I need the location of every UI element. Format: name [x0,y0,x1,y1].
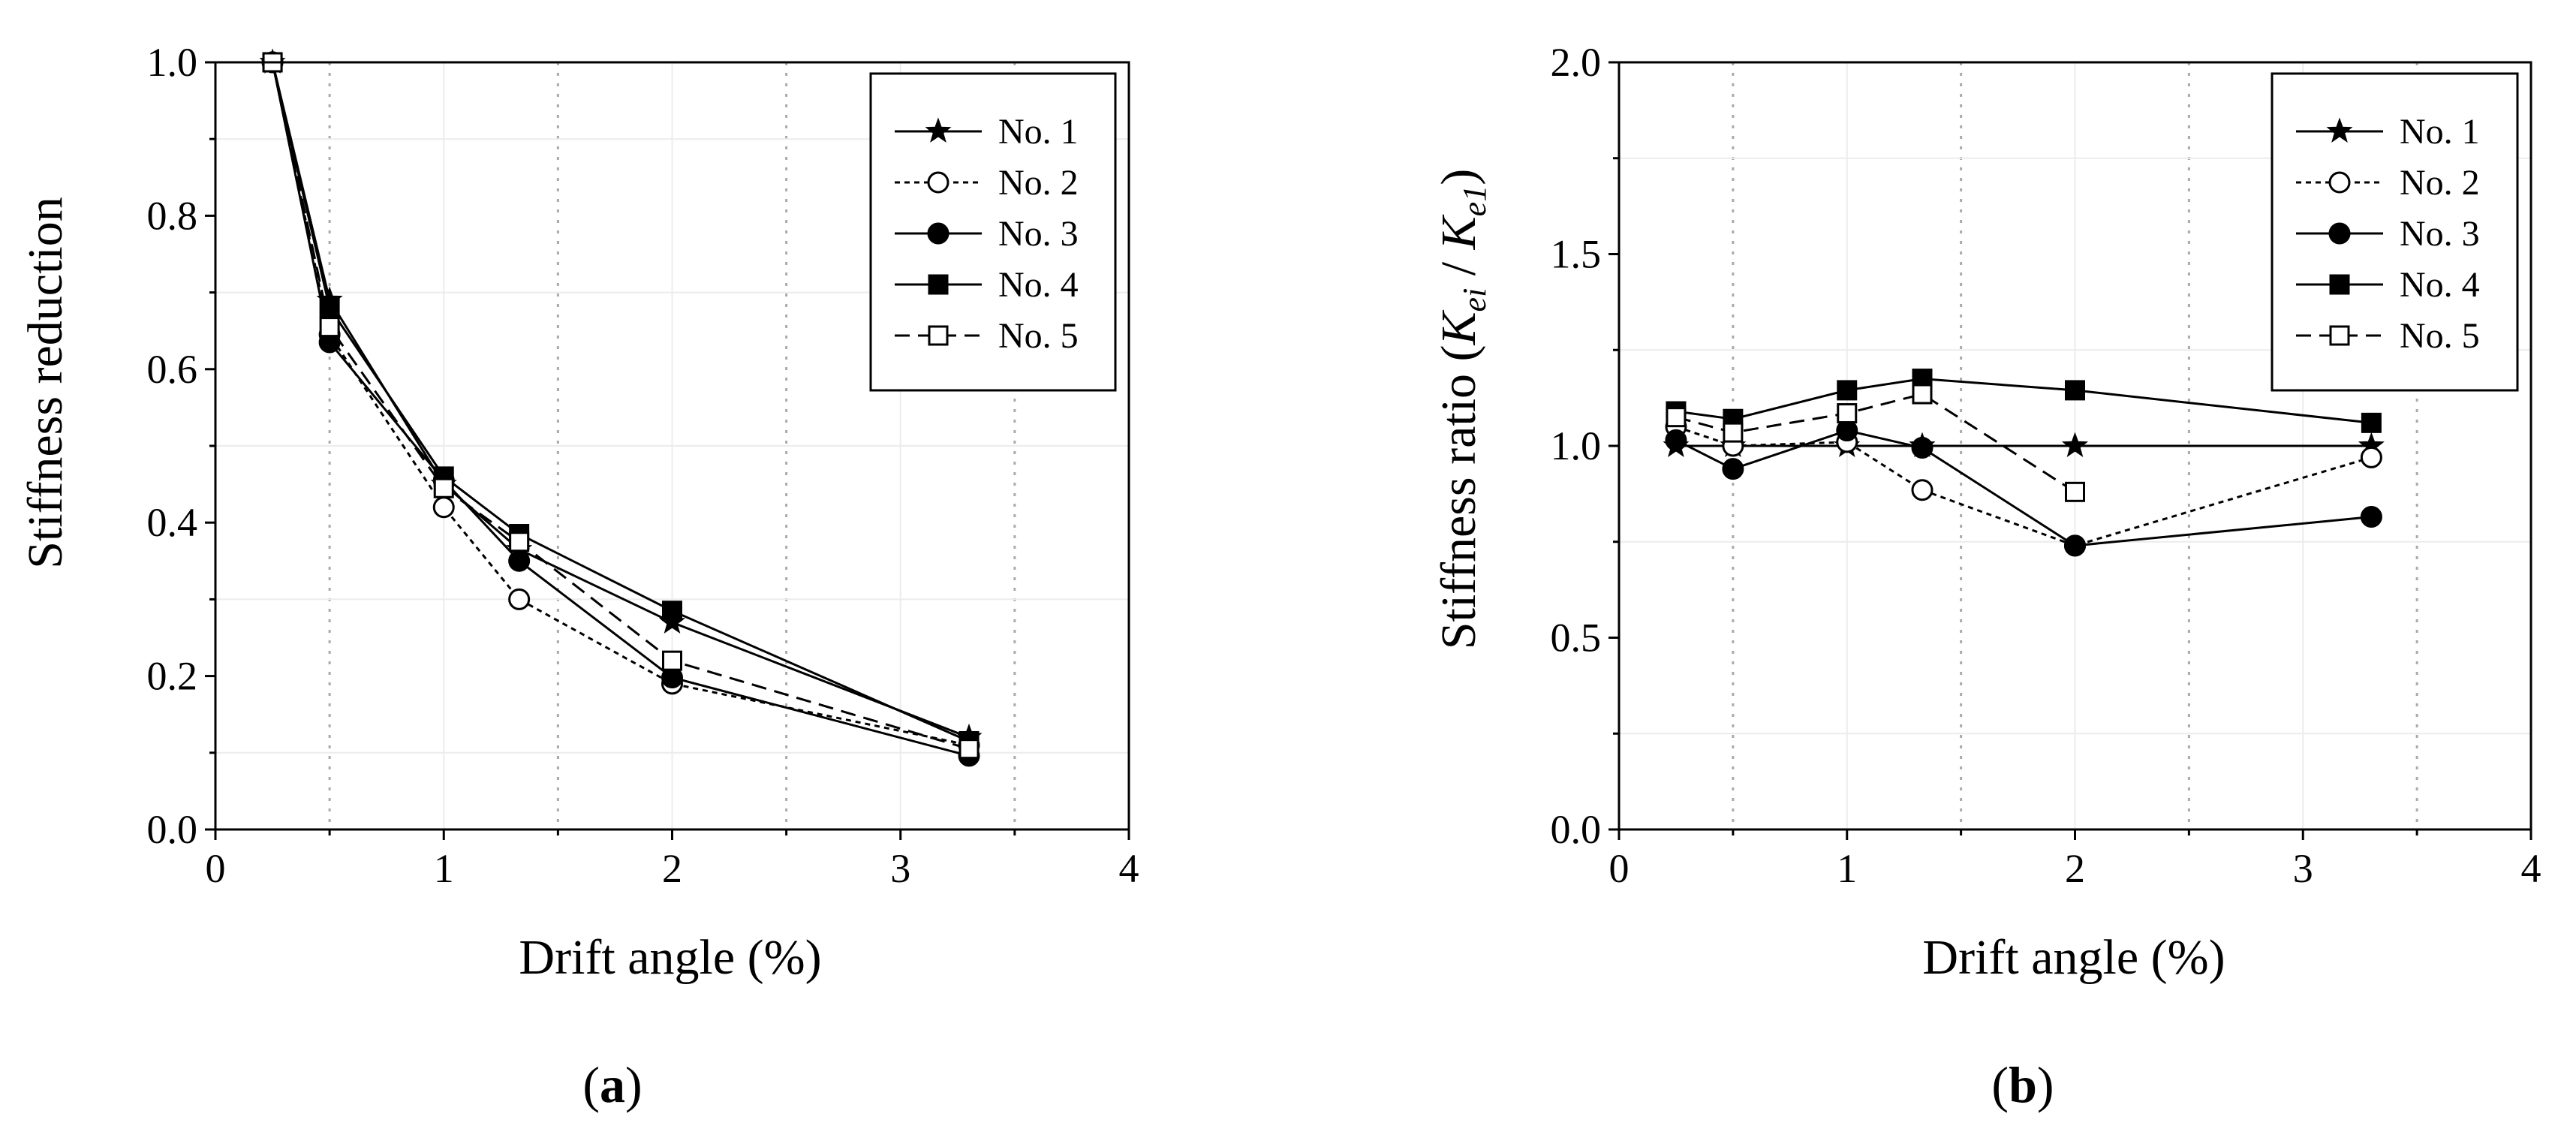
legend-marker [2329,274,2350,295]
legend-marker [2328,222,2351,245]
data-point [508,549,531,572]
panel-a-series [259,48,983,767]
legend-label: No. 1 [998,112,1079,152]
panel-a-x-axis-title: Drift angle (%) [519,930,821,985]
legend-label: No. 3 [998,214,1079,254]
data-point [319,317,340,338]
legend-label: No. 4 [998,265,1079,305]
legend-marker [928,325,949,346]
data-point [2064,534,2086,557]
y-tick-label: 1.0 [147,40,198,85]
legend-marker [2329,325,2350,346]
data-point [662,601,682,622]
data-point [1837,380,1858,401]
panel-a-label: (a) [582,1056,642,1113]
series-line [271,62,970,747]
legend-marker [925,117,952,143]
data-point [2361,412,2382,433]
legend-box [2271,72,2519,392]
series-line [271,62,970,742]
data-point [1665,429,1687,451]
legend-label: No. 5 [998,316,1079,356]
y-tick-label: 1.0 [1551,423,1602,468]
legend-marker [928,274,949,295]
legend-label: No. 4 [2400,265,2480,305]
data-point [1722,458,1744,480]
y-tick-label: 0.0 [147,807,198,852]
panel-a-legend: No. 1 No. 2 No. 3 No. 4 No. 5 [869,72,1117,392]
x-tick-label: 2 [2065,846,2085,891]
data-point [508,588,531,610]
series-line [1675,378,2372,424]
data-point [958,739,980,760]
data-point [662,650,682,671]
data-point [1912,384,1933,405]
panel-a-y-axis-title: Stiffness reduction [18,197,73,569]
y-tick-label: 1.5 [1551,232,1602,277]
panel-b-ticks: 0 1 2 3 4 0.0 0.5 1.0 1.5 2.0 [1551,40,2541,891]
data-point [1836,420,1858,442]
data-point [2065,380,2085,401]
series-5 [1666,384,2085,502]
legend-label: No. 2 [2400,163,2480,203]
series-line [271,62,970,751]
series-3 [1665,420,2382,557]
x-tick-label: 3 [890,846,910,891]
data-point [2360,446,2382,468]
y-tick-label: 0.4 [147,500,198,545]
x-tick-label: 1 [434,846,454,891]
legend-marker [2326,117,2353,143]
data-point [432,496,455,519]
x-tick-label: 0 [206,846,226,891]
x-tick-label: 4 [1119,846,1139,891]
panel-b-legend: No. 1 No. 2 No. 3 No. 4 No. 5 [2271,72,2519,392]
x-tick-label: 2 [662,846,682,891]
legend-box [869,72,1117,392]
data-point [2061,432,2089,457]
legend-marker [927,171,949,194]
panel-a-ticks: 0 1 2 3 4 0.0 0.2 0.4 0.6 0.8 1.0 [147,40,1139,891]
legend-marker [927,222,949,245]
panel-b-stiffness-ratio: 0 1 2 3 4 0.0 0.5 1.0 1.5 2.0 Stiffness ratio (Ke… [1431,40,2541,1113]
y-tick-label: 0.6 [147,347,198,392]
y-tick-label: 0.2 [147,654,198,699]
x-tick-label: 1 [1837,846,1857,891]
data-point [509,531,530,552]
data-point [1666,407,1687,428]
x-tick-label: 0 [1609,846,1630,891]
legend-label: No. 3 [2400,214,2480,254]
legend-label: No. 5 [2400,316,2480,356]
series-line [271,62,970,757]
y-tick-label: 0.0 [1551,807,1602,852]
legend-label: No. 1 [2400,112,2480,152]
legend-marker [2328,171,2351,194]
data-point [433,477,454,498]
panel-b-series [1663,369,2385,557]
series-line [271,62,970,739]
panel-a-stiffness-reduction: 0 1 2 3 4 0.0 0.2 0.4 0.6 0.8 1.0 Stiffness reduct… [18,40,1139,1113]
y-tick-label: 0.8 [147,193,198,238]
panel-b-label: (b) [1991,1056,2054,1113]
y-tick-label: 2.0 [1551,40,1602,85]
data-point [2065,481,2085,502]
data-point [1837,403,1858,424]
y-tick-label: 0.5 [1551,616,1602,661]
data-point [1911,479,1934,501]
data-point [1911,437,1934,459]
data-point [2360,506,2382,528]
data-point [1723,422,1744,443]
x-tick-label: 3 [2293,846,2313,891]
panel-b-y-axis-title: Stiffness ratio (Kei / Ke1) [1431,169,1493,649]
series-2 [1665,415,2382,557]
panel-b-x-axis-title: Drift angle (%) [1922,930,2225,985]
legend-label: No. 2 [998,163,1079,203]
x-tick-label: 4 [2521,846,2541,891]
